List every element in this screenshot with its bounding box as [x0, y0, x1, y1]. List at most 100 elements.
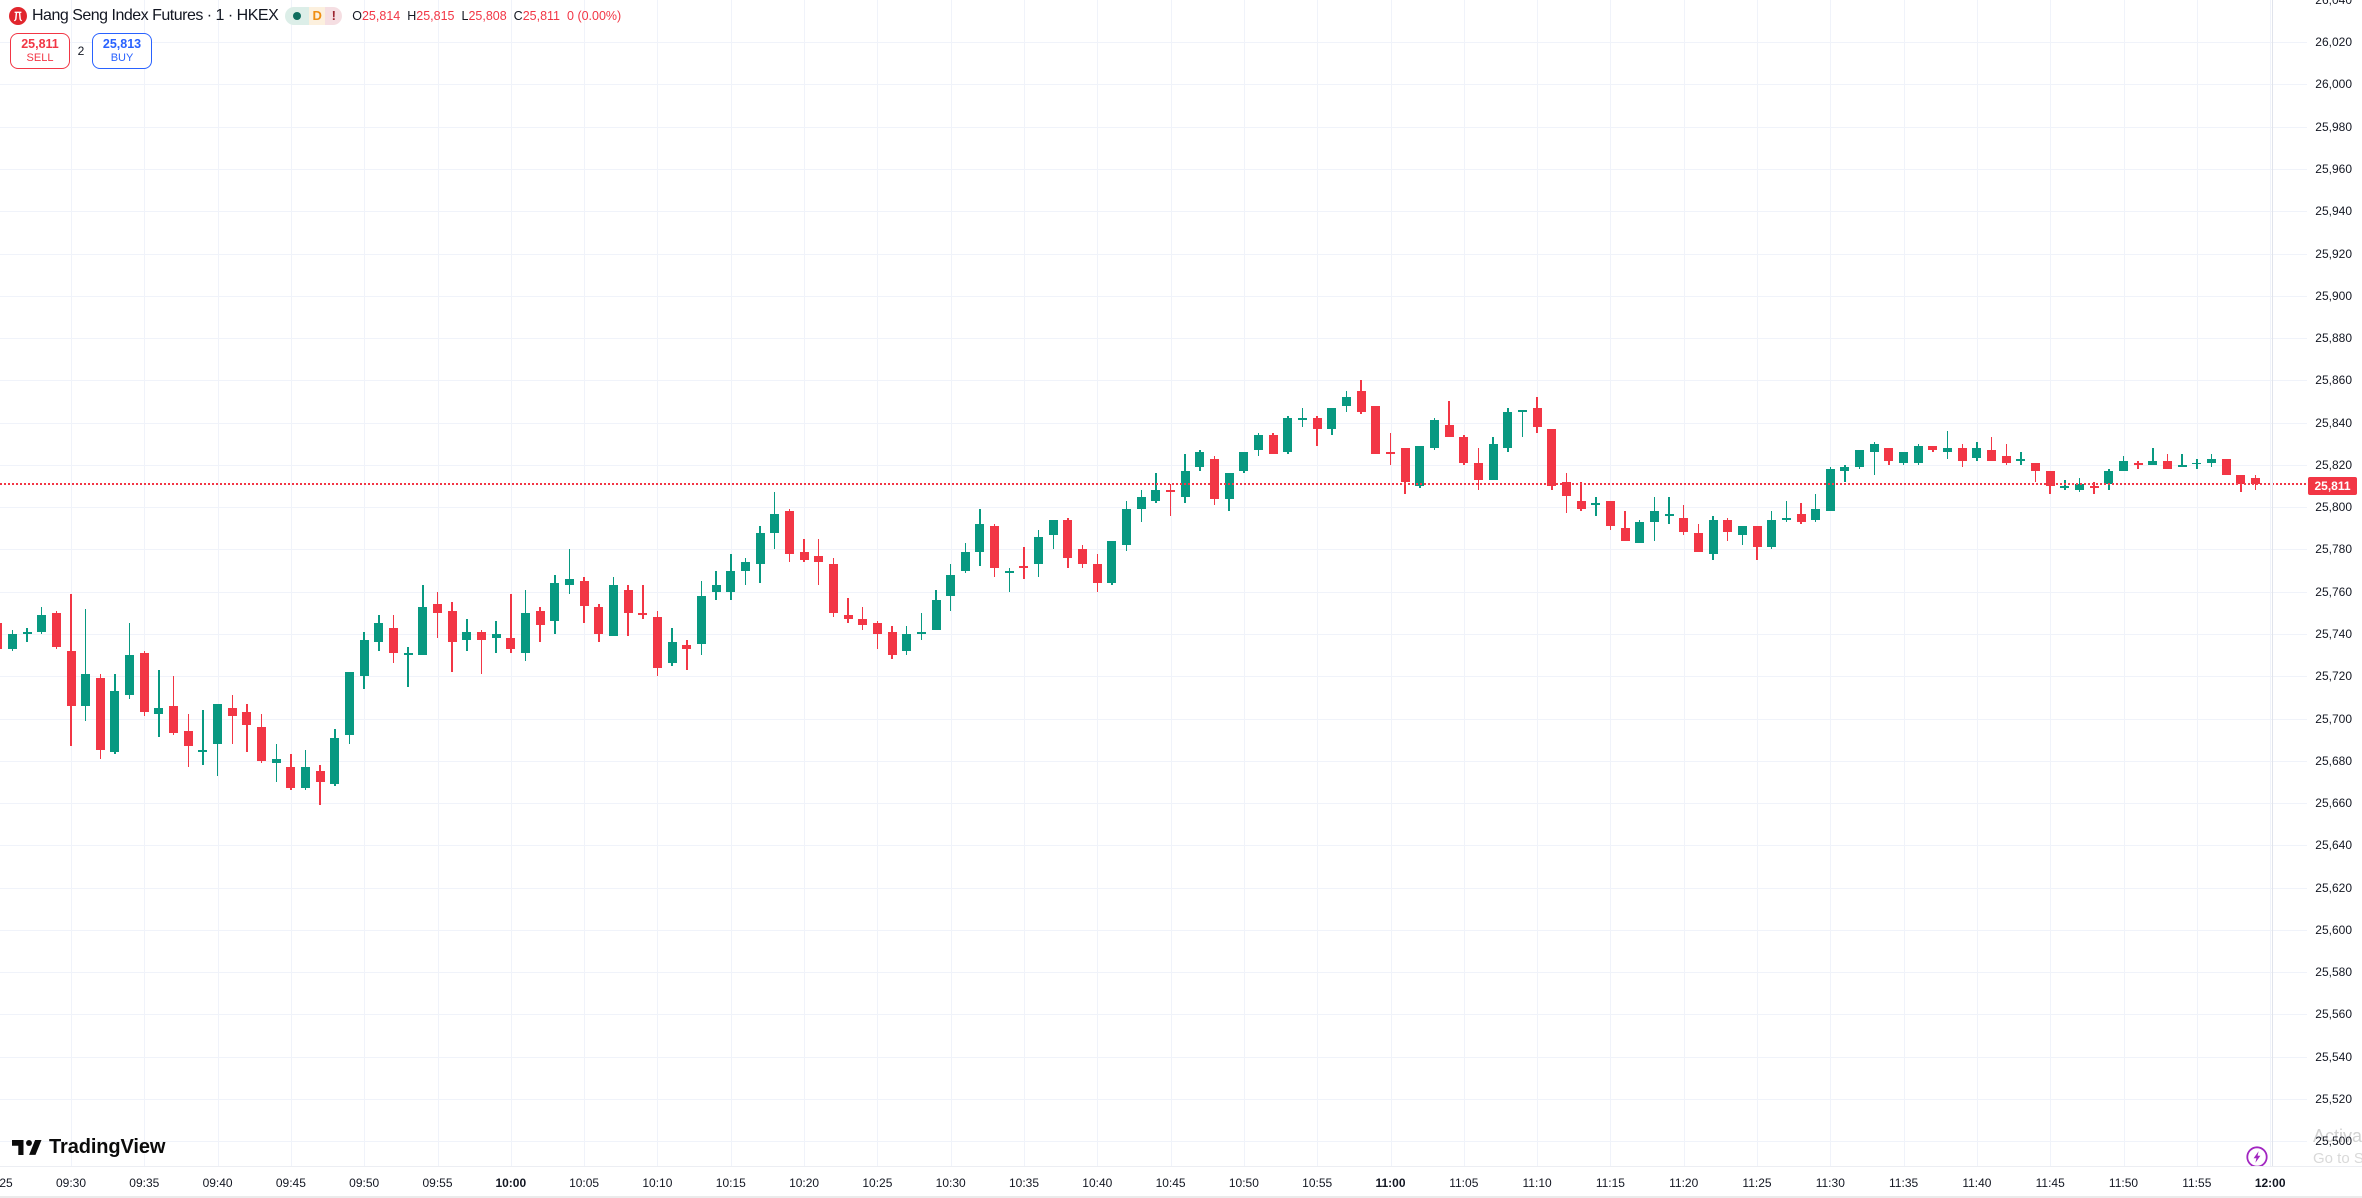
candle-body[interactable] — [1884, 447, 1894, 461]
data-alert-badge[interactable]: ! — [325, 7, 343, 25]
candle-body[interactable] — [389, 627, 399, 653]
symbol-title[interactable]: Hang Seng Index Futures · 1 · HKEX — [32, 7, 279, 24]
candle-body[interactable] — [1840, 466, 1850, 472]
candle-body[interactable] — [1561, 481, 1571, 497]
candle-body[interactable] — [1444, 424, 1454, 438]
candle-body[interactable] — [447, 610, 457, 643]
candle-body[interactable] — [1825, 469, 1835, 512]
candle-body[interactable] — [1312, 418, 1322, 429]
candle-body[interactable] — [2001, 456, 2011, 463]
candle-body[interactable] — [345, 672, 355, 736]
candle-body[interactable] — [638, 612, 648, 615]
sell-button[interactable]: 25,811 SELL — [10, 33, 70, 69]
candle-body[interactable] — [1943, 447, 1953, 453]
candle-body[interactable] — [1591, 502, 1601, 505]
candle-body[interactable] — [462, 631, 472, 641]
candle-body[interactable] — [696, 595, 706, 645]
candle-body[interactable] — [110, 691, 120, 753]
candle-body[interactable] — [711, 585, 721, 592]
delayed-data-badge[interactable]: D — [309, 7, 326, 25]
candle-body[interactable] — [1781, 517, 1791, 520]
candle-body[interactable] — [1987, 450, 1997, 461]
candle-body[interactable] — [960, 551, 970, 571]
candle-body[interactable] — [1635, 521, 1645, 543]
candle-body[interactable] — [2016, 458, 2026, 461]
candle-body[interactable] — [37, 614, 47, 632]
candle-body[interactable] — [1693, 532, 1703, 552]
candle-body[interactable] — [1517, 409, 1527, 412]
candle-body[interactable] — [1488, 443, 1498, 480]
candle-body[interactable] — [1092, 564, 1102, 584]
candle-body[interactable] — [1122, 509, 1132, 546]
candle-body[interactable] — [1327, 407, 1337, 429]
candle-body[interactable] — [1737, 526, 1747, 535]
candle-body[interactable] — [550, 583, 560, 622]
candle-body[interactable] — [535, 610, 545, 626]
candle-body[interactable] — [740, 562, 750, 571]
candle-body[interactable] — [784, 511, 794, 554]
candle-body[interactable] — [1034, 536, 1044, 565]
candle-body[interactable] — [608, 585, 618, 636]
candle-body[interactable] — [242, 712, 252, 725]
candle-body[interactable] — [22, 631, 32, 634]
candle-body[interactable] — [1429, 420, 1439, 448]
candle-body[interactable] — [2192, 462, 2202, 465]
candle-body[interactable] — [1166, 490, 1176, 493]
candle-body[interactable] — [66, 650, 76, 706]
candle-body[interactable] — [1063, 519, 1073, 558]
candle-body[interactable] — [1664, 513, 1674, 516]
candle-body[interactable] — [491, 633, 501, 639]
candle-body[interactable] — [1239, 452, 1249, 472]
time-axis[interactable]: 09:25 09:30 09:35 09:40 09:45 09:50 09:55 10:00… — [0, 1166, 2362, 1196]
candle-body[interactable] — [2177, 464, 2187, 467]
candle-body[interactable] — [2031, 462, 2041, 472]
candle-body[interactable] — [227, 707, 237, 717]
candle-body[interactable] — [1811, 509, 1821, 520]
candle-body[interactable] — [916, 631, 926, 634]
candle-body[interactable] — [315, 771, 325, 782]
candle-body[interactable] — [2119, 460, 2129, 472]
candle-body[interactable] — [814, 555, 824, 562]
candle-body[interactable] — [2236, 475, 2246, 484]
candle-body[interactable] — [2060, 486, 2070, 489]
candle-body[interactable] — [1708, 519, 1718, 554]
candle-body[interactable] — [1048, 519, 1058, 535]
candle-body[interactable] — [1415, 445, 1425, 486]
candle-body[interactable] — [7, 633, 17, 649]
candle-body[interactable] — [1342, 397, 1351, 406]
candle-body[interactable] — [374, 623, 384, 643]
candle-body[interactable] — [726, 570, 736, 592]
candle-body[interactable] — [755, 532, 765, 565]
candle-body[interactable] — [95, 678, 105, 751]
candle-body[interactable] — [1254, 435, 1264, 450]
candle-body[interactable] — [125, 655, 135, 696]
candle-body[interactable] — [1136, 496, 1146, 510]
candle-body[interactable] — [1913, 445, 1923, 463]
candle-body[interactable] — [1004, 570, 1014, 573]
candle-body[interactable] — [0, 623, 3, 649]
candle-body[interactable] — [2104, 471, 2114, 484]
candle-body[interactable] — [1503, 412, 1513, 448]
candle-body[interactable] — [1298, 418, 1308, 421]
price-axis[interactable]: 26,040 26,020 26,000 25,980 25,960 25,940 25,9… — [2272, 0, 2362, 1166]
candle-body[interactable] — [1459, 437, 1469, 463]
candle-body[interactable] — [1620, 528, 1630, 541]
candle-body[interactable] — [872, 623, 882, 634]
candle-body[interactable] — [1723, 519, 1733, 533]
candle-body[interactable] — [1210, 458, 1220, 499]
buy-button[interactable]: 25,813 BUY — [92, 33, 152, 69]
market-status-pill[interactable]: D ! — [285, 7, 343, 25]
candle-body[interactable] — [682, 644, 692, 649]
candle-body[interactable] — [1752, 526, 1762, 548]
candle-body[interactable] — [1576, 500, 1586, 510]
candle-body[interactable] — [1151, 490, 1161, 501]
candle-body[interactable] — [418, 606, 428, 656]
candle-body[interactable] — [990, 526, 1000, 569]
candle-body[interactable] — [858, 619, 868, 626]
candle-body[interactable] — [770, 513, 780, 533]
candle-body[interactable] — [1356, 390, 1366, 412]
candle-body[interactable] — [828, 564, 838, 613]
candle-body[interactable] — [887, 631, 897, 656]
candle-body[interactable] — [579, 581, 589, 607]
candle-body[interactable] — [2163, 460, 2173, 470]
